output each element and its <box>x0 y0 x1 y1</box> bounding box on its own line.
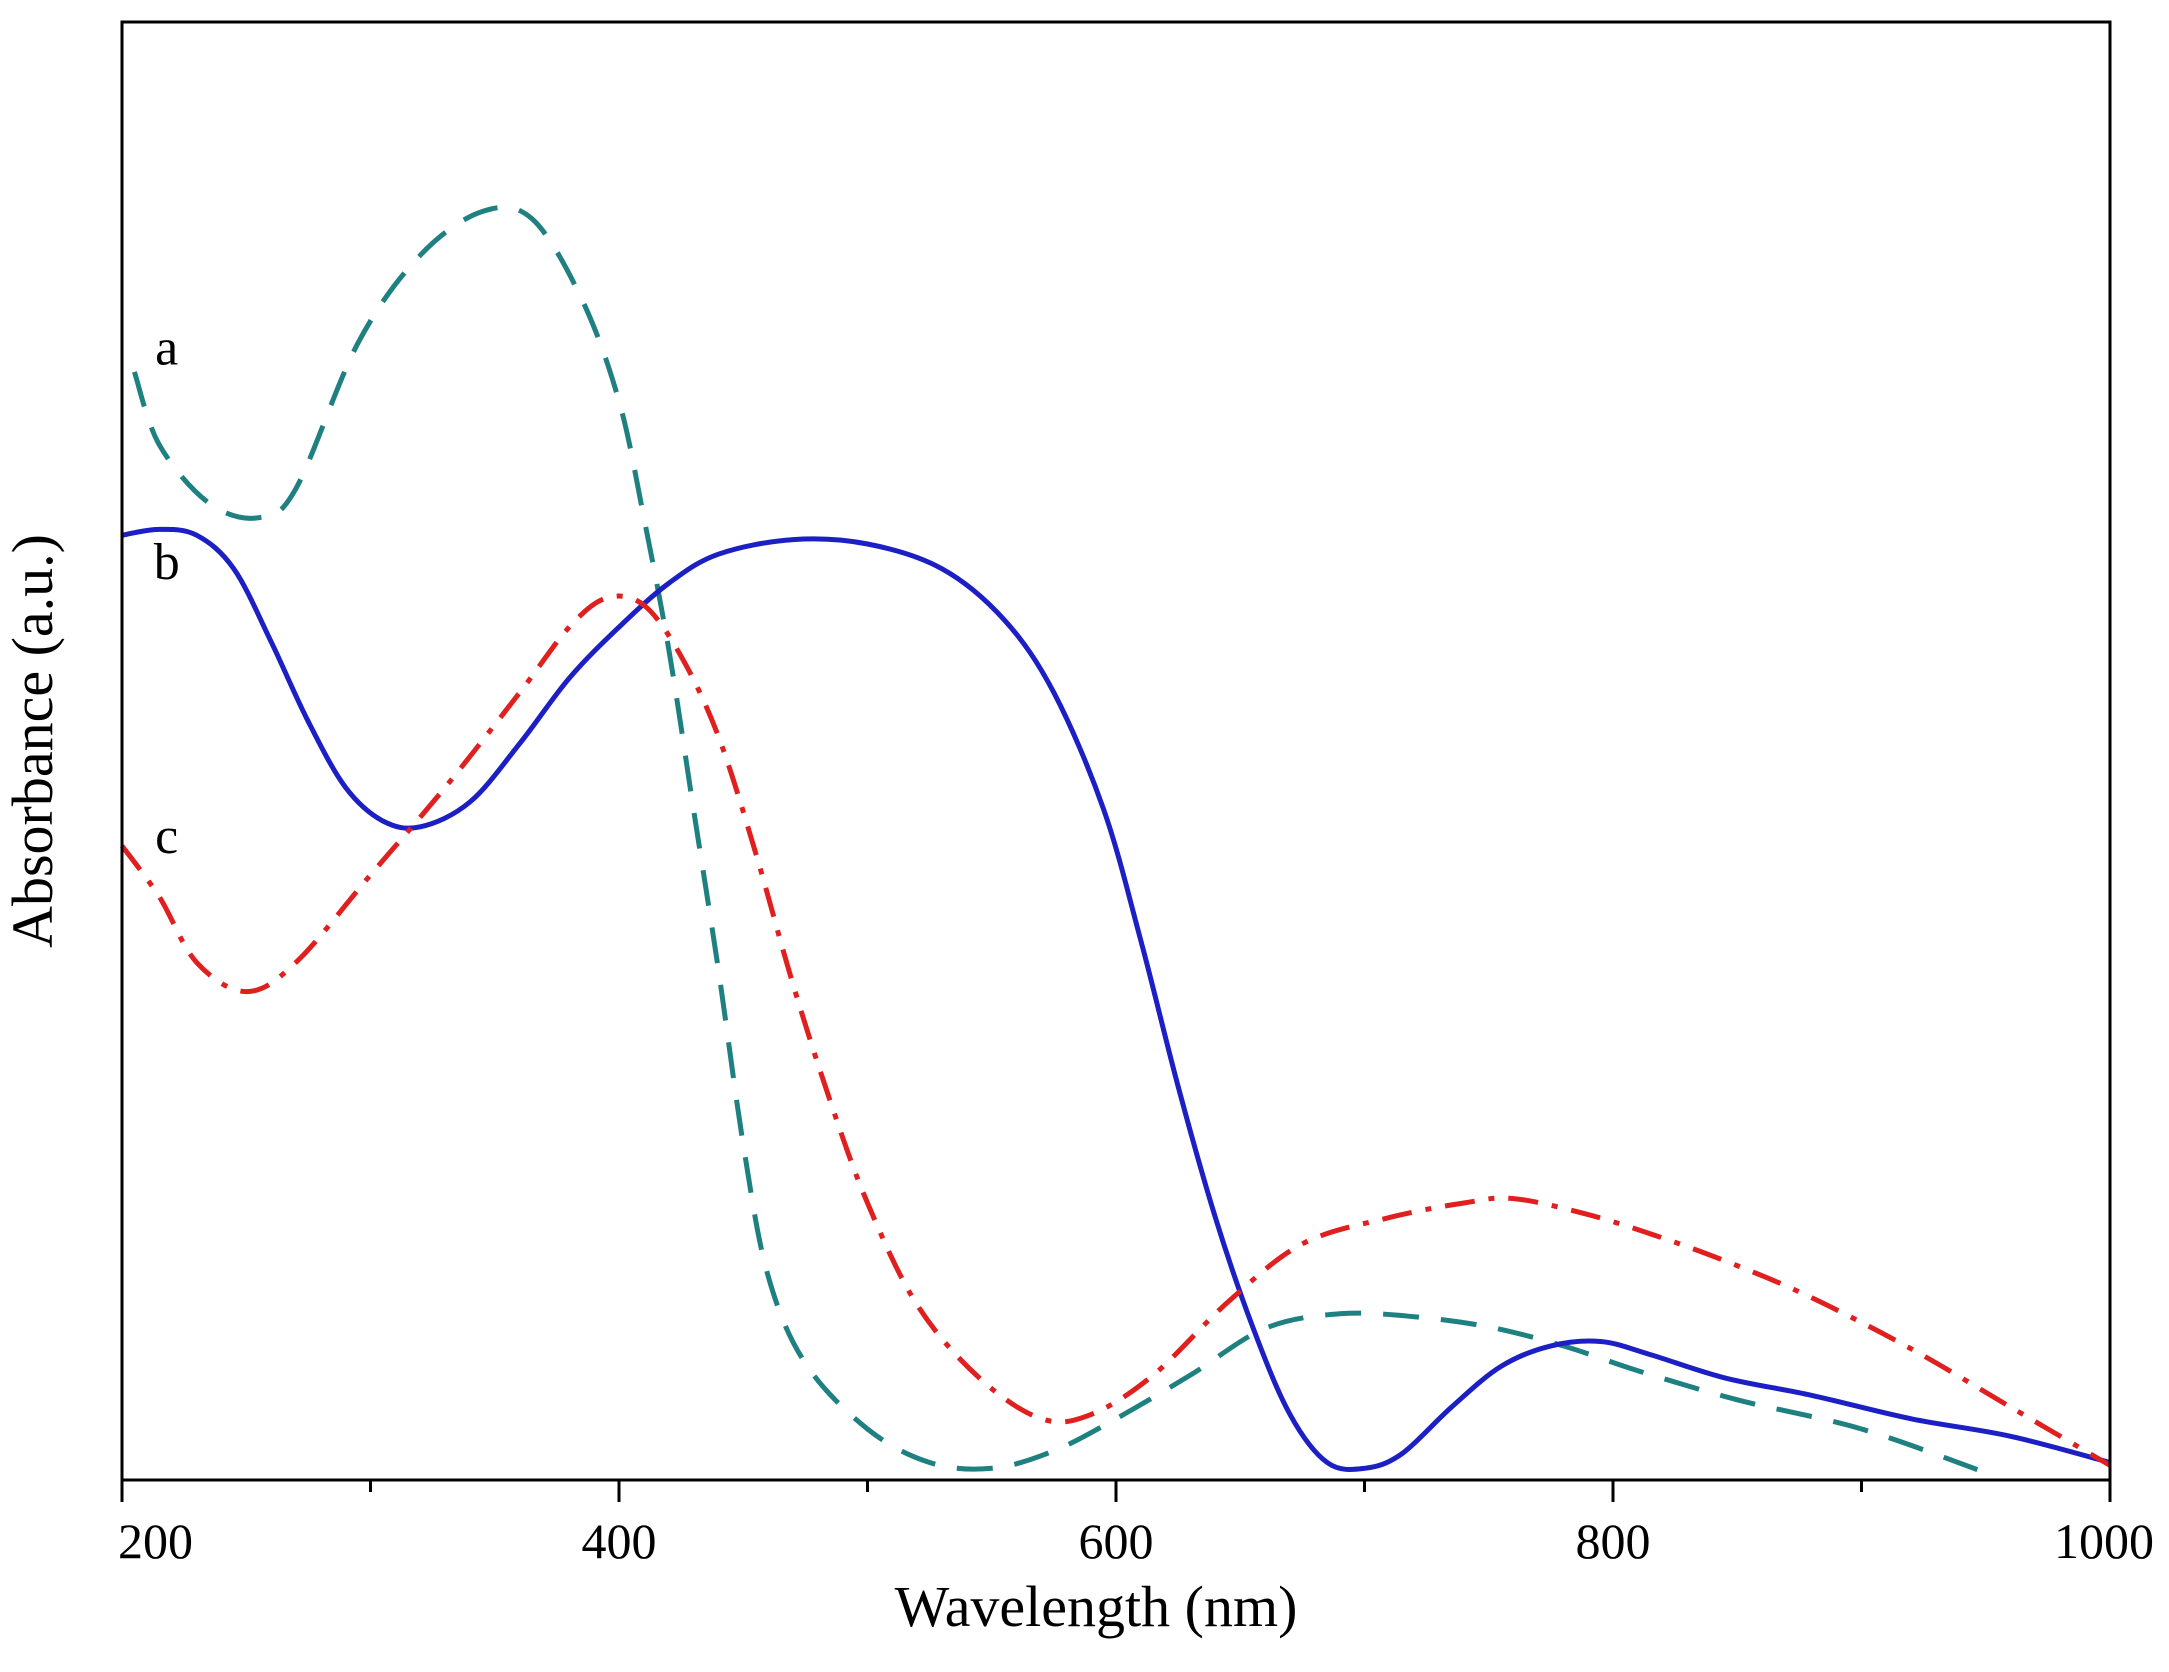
y-axis-title: Absorbance (a.u.) <box>0 534 65 948</box>
curve-label-c: c <box>155 808 178 865</box>
series-layer <box>119 204 2112 1476</box>
series-c-line <box>119 593 2112 1468</box>
x-axis-ticks: 200 400 600 800 1000 <box>118 1480 2154 1569</box>
plot-frame <box>120 20 2112 1482</box>
curve-label-b: b <box>154 534 180 591</box>
x-tick-label: 800 <box>1576 1513 1651 1569</box>
series-a-line <box>132 204 1987 1476</box>
x-tick-label: 400 <box>582 1513 657 1569</box>
x-tick-label: 1000 <box>2054 1513 2154 1569</box>
series-b-line <box>121 526 2111 1472</box>
curve-label-a: a <box>155 320 178 377</box>
x-tick-label: 600 <box>1079 1513 1154 1569</box>
x-axis-title: Wavelength (nm) <box>895 1574 1298 1639</box>
x-tick-label: 200 <box>118 1513 193 1569</box>
curve-labels: a b c <box>154 320 180 865</box>
